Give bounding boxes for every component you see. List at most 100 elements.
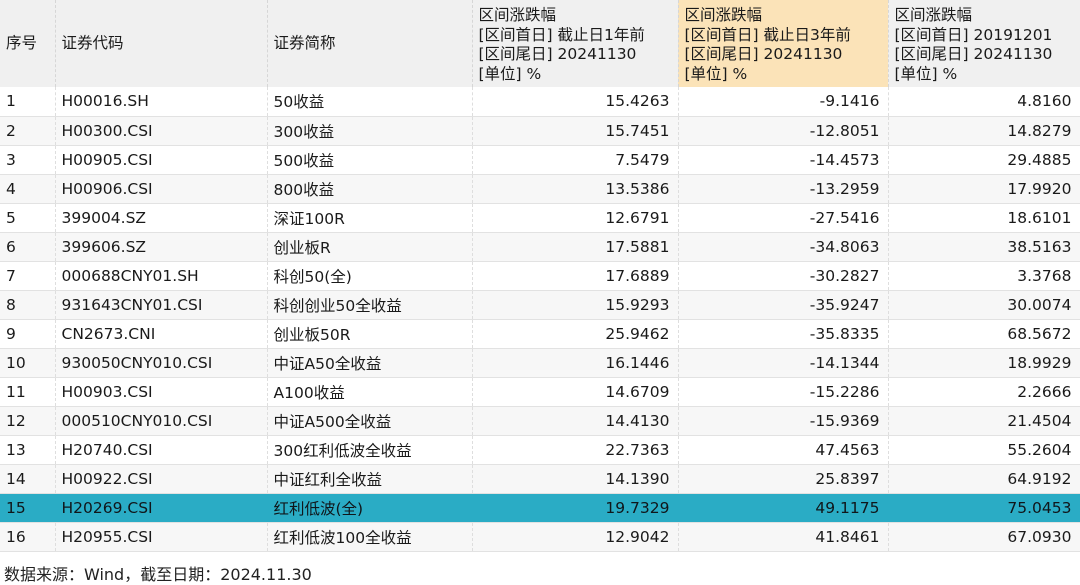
cell-name[interactable]: 300红利低波全收益 [267, 435, 473, 465]
table-row[interactable]: 6 399606.SZ 创业板R 17.5881 -34.8063 38.5163 [0, 232, 1080, 262]
cell-code[interactable]: H00016.SH [55, 87, 268, 117]
cell-v3[interactable]: 21.4504 [888, 406, 1080, 436]
cell-v2[interactable]: 41.8461 [678, 522, 889, 552]
cell-v1[interactable]: 12.6791 [472, 203, 679, 233]
cell-v3[interactable]: 38.5163 [888, 232, 1080, 262]
cell-v1[interactable]: 17.6889 [472, 261, 679, 291]
table-row[interactable]: 12 000510CNY010.CSI 中证A500全收益 14.4130 -15.93… [0, 406, 1080, 436]
cell-code[interactable]: H20269.CSI [55, 493, 268, 523]
table-row[interactable]: 10 930050CNY010.CSI 中证A50全收益 16.1446 -14.134… [0, 348, 1080, 378]
cell-idx[interactable]: 15 [0, 493, 56, 523]
cell-name[interactable]: 中证A50全收益 [267, 348, 473, 378]
cell-v3[interactable]: 68.5672 [888, 319, 1080, 349]
cell-idx[interactable]: 7 [0, 261, 56, 291]
cell-v2[interactable]: -27.5416 [678, 203, 889, 233]
cell-v1[interactable]: 17.5881 [472, 232, 679, 262]
header-return-3y[interactable]: 区间涨跌幅 [区间首日] 截止日3年前 [区间尾日] 20241130 [单位]… [678, 0, 889, 87]
cell-name[interactable]: 科创50(全) [267, 261, 473, 291]
cell-v2[interactable]: -30.2827 [678, 261, 889, 291]
header-name[interactable]: 证券简称 [267, 0, 473, 87]
cell-v2[interactable]: -15.9369 [678, 406, 889, 436]
cell-v1[interactable]: 22.7363 [472, 435, 679, 465]
cell-v3[interactable]: 55.2604 [888, 435, 1080, 465]
cell-v3[interactable]: 30.0074 [888, 290, 1080, 320]
cell-idx[interactable]: 13 [0, 435, 56, 465]
header-return-1y[interactable]: 区间涨跌幅 [区间首日] 截止日1年前 [区间尾日] 20241130 [单位]… [472, 0, 679, 87]
cell-name[interactable]: 科创创业50全收益 [267, 290, 473, 320]
cell-v1[interactable]: 14.6709 [472, 377, 679, 407]
cell-v1[interactable]: 14.1390 [472, 464, 679, 494]
cell-name[interactable]: 800收益 [267, 174, 473, 204]
cell-name[interactable]: A100收益 [267, 377, 473, 407]
cell-name[interactable]: 深证100R [267, 203, 473, 233]
cell-name[interactable]: 创业板R [267, 232, 473, 262]
cell-v1[interactable]: 15.4263 [472, 87, 679, 117]
cell-code[interactable]: 399004.SZ [55, 203, 268, 233]
cell-v3[interactable]: 2.2666 [888, 377, 1080, 407]
cell-idx[interactable]: 2 [0, 116, 56, 146]
cell-idx[interactable]: 11 [0, 377, 56, 407]
table-row[interactable]: 11 H00903.CSI A100收益 14.6709 -15.2286 2.2666 [0, 377, 1080, 407]
cell-v3[interactable]: 14.8279 [888, 116, 1080, 146]
cell-name[interactable]: 500收益 [267, 145, 473, 175]
cell-v3[interactable]: 17.9920 [888, 174, 1080, 204]
table-row[interactable]: 9 CN2673.CNI 创业板50R 25.9462 -35.8335 68.5672 [0, 319, 1080, 349]
cell-v1[interactable]: 19.7329 [472, 493, 679, 523]
cell-v3[interactable]: 18.6101 [888, 203, 1080, 233]
cell-idx[interactable]: 6 [0, 232, 56, 262]
cell-idx[interactable]: 16 [0, 522, 56, 552]
cell-code[interactable]: 000510CNY010.CSI [55, 406, 268, 436]
cell-idx[interactable]: 12 [0, 406, 56, 436]
cell-v1[interactable]: 13.5386 [472, 174, 679, 204]
cell-v2[interactable]: -13.2959 [678, 174, 889, 204]
cell-idx[interactable]: 8 [0, 290, 56, 320]
table-row[interactable]: 8 931643CNY01.CSI 科创创业50全收益 15.9293 -35.9247… [0, 290, 1080, 320]
cell-name[interactable]: 50收益 [267, 87, 473, 117]
cell-code[interactable]: H00300.CSI [55, 116, 268, 146]
cell-idx[interactable]: 10 [0, 348, 56, 378]
cell-v3[interactable]: 4.8160 [888, 87, 1080, 117]
cell-name[interactable]: 中证A500全收益 [267, 406, 473, 436]
cell-v3[interactable]: 67.0930 [888, 522, 1080, 552]
cell-v2[interactable]: -15.2286 [678, 377, 889, 407]
cell-code[interactable]: H20955.CSI [55, 522, 268, 552]
header-index[interactable]: 序号 [0, 0, 56, 87]
cell-v1[interactable]: 7.5479 [472, 145, 679, 175]
table-row[interactable]: 7 000688CNY01.SH 科创50(全) 17.6889 -30.2827 3.3… [0, 261, 1080, 291]
cell-v1[interactable]: 12.9042 [472, 522, 679, 552]
cell-code[interactable]: H00905.CSI [55, 145, 268, 175]
cell-v2[interactable]: -14.1344 [678, 348, 889, 378]
table-row[interactable]: 3 H00905.CSI 500收益 7.5479 -14.4573 29.4885 [0, 145, 1080, 175]
cell-idx[interactable]: 9 [0, 319, 56, 349]
cell-code[interactable]: 399606.SZ [55, 232, 268, 262]
table-row[interactable]: 4 H00906.CSI 800收益 13.5386 -13.2959 17.9920 [0, 174, 1080, 204]
cell-name[interactable]: 红利低波100全收益 [267, 522, 473, 552]
cell-v1[interactable]: 14.4130 [472, 406, 679, 436]
cell-idx[interactable]: 1 [0, 87, 56, 117]
cell-code[interactable]: H20740.CSI [55, 435, 268, 465]
cell-code[interactable]: H00903.CSI [55, 377, 268, 407]
table-row[interactable]: 14 H00922.CSI 中证红利全收益 14.1390 25.8397 64.9192 [0, 464, 1080, 494]
cell-code[interactable]: H00922.CSI [55, 464, 268, 494]
cell-name[interactable]: 创业板50R [267, 319, 473, 349]
cell-v2[interactable]: 25.8397 [678, 464, 889, 494]
cell-v2[interactable]: -35.9247 [678, 290, 889, 320]
cell-name[interactable]: 红利低波(全) [267, 493, 473, 523]
cell-idx[interactable]: 4 [0, 174, 56, 204]
cell-v1[interactable]: 25.9462 [472, 319, 679, 349]
cell-idx[interactable]: 5 [0, 203, 56, 233]
table-row[interactable]: 5 399004.SZ 深证100R 12.6791 -27.5416 18.6101 [0, 203, 1080, 233]
cell-v3[interactable]: 18.9929 [888, 348, 1080, 378]
cell-v3[interactable]: 29.4885 [888, 145, 1080, 175]
table-row[interactable]: 13 H20740.CSI 300红利低波全收益 22.7363 47.4563 55.2… [0, 435, 1080, 465]
cell-v1[interactable]: 15.7451 [472, 116, 679, 146]
cell-name[interactable]: 中证红利全收益 [267, 464, 473, 494]
table-row[interactable]: 16 H20955.CSI 红利低波100全收益 12.9042 41.8461 67.0… [0, 522, 1080, 552]
cell-v3[interactable]: 75.0453 [888, 493, 1080, 523]
cell-v2[interactable]: -34.8063 [678, 232, 889, 262]
cell-code[interactable]: 930050CNY010.CSI [55, 348, 268, 378]
header-return-5y[interactable]: 区间涨跌幅 [区间首日] 20191201 [区间尾日] 20241130 [单… [888, 0, 1080, 87]
cell-v1[interactable]: 15.9293 [472, 290, 679, 320]
cell-v2[interactable]: -14.4573 [678, 145, 889, 175]
table-row[interactable]: 2 H00300.CSI 300收益 15.7451 -12.8051 14.8279 [0, 116, 1080, 146]
